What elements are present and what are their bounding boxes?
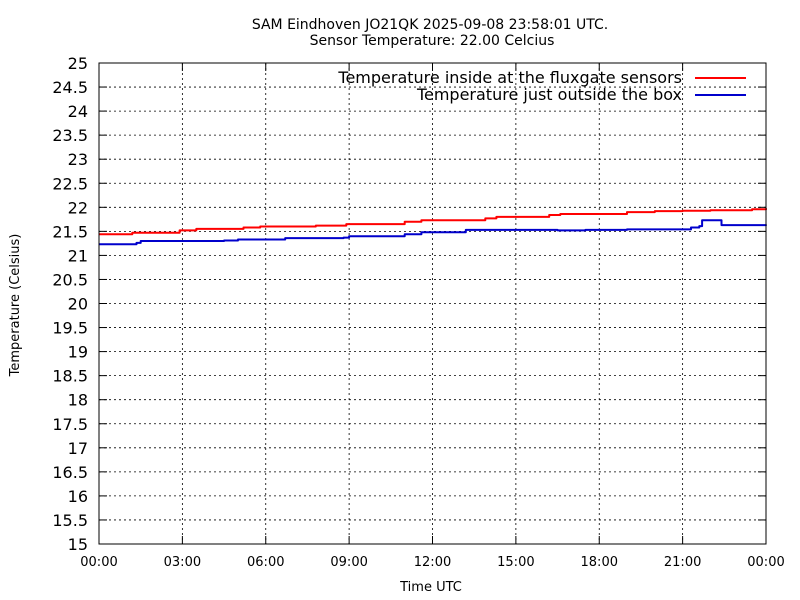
y-tick-label: 19 (68, 343, 88, 362)
y-tick-label: 15 (68, 535, 88, 554)
x-tick-label: 15:00 (497, 555, 534, 570)
x-tick-label: 00:00 (747, 555, 784, 570)
x-axis-label: Time UTC (399, 580, 462, 595)
y-tick-label: 22 (68, 198, 88, 217)
tick-labels: 15 15.5 16 16.5 17 17.5 18 18.5 19 19.5 20 20.5 21 21… (52, 54, 784, 570)
y-tick-label: 16.5 (52, 463, 88, 482)
x-tick-label: 03:00 (164, 555, 201, 570)
y-tick-label: 21 (68, 246, 88, 265)
y-tick-label: 16 (68, 487, 88, 506)
y-tick-label: 17 (68, 439, 88, 458)
legend: Temperature inside at the fluxgate senso… (337, 68, 746, 104)
y-tick-label: 19.5 (52, 319, 88, 338)
y-tick-label: 24 (68, 102, 88, 121)
y-tick-label: 20.5 (52, 270, 88, 289)
legend-label-2: Temperature just outside the box (416, 85, 682, 104)
y-tick-label: 18 (68, 391, 88, 410)
y-tick-label: 20 (68, 295, 88, 314)
y-tick-label: 24.5 (52, 78, 88, 97)
y-tick-label: 22.5 (52, 174, 88, 193)
x-tick-label: 12:00 (414, 555, 451, 570)
x-tick-label: 06:00 (247, 555, 284, 570)
y-tick-label: 21.5 (52, 222, 88, 241)
y-axis-label: Temperature (Celsius) (8, 234, 23, 378)
grid (99, 63, 766, 544)
x-tick-label: 09:00 (330, 555, 367, 570)
x-tick-label: 00:00 (80, 555, 117, 570)
chart-subtitle: Sensor Temperature: 22.00 Celcius (310, 33, 555, 49)
x-tick-label: 18:00 (581, 555, 618, 570)
x-tick-label: 21:00 (664, 555, 701, 570)
y-tick-label: 25 (68, 54, 88, 73)
y-tick-label: 18.5 (52, 367, 88, 386)
legend-label-1: Temperature inside at the fluxgate senso… (337, 68, 682, 87)
y-tick-label: 17.5 (52, 415, 88, 434)
y-tick-label: 23 (68, 150, 88, 169)
series-line-1 (99, 208, 767, 236)
y-tick-label: 15.5 (52, 511, 88, 530)
chart-title: SAM Eindhoven JO21QK 2025-09-08 23:58:01… (252, 17, 608, 33)
series-lines (99, 208, 767, 246)
series-line-2 (99, 219, 767, 246)
y-tick-label: 23.5 (52, 126, 88, 145)
